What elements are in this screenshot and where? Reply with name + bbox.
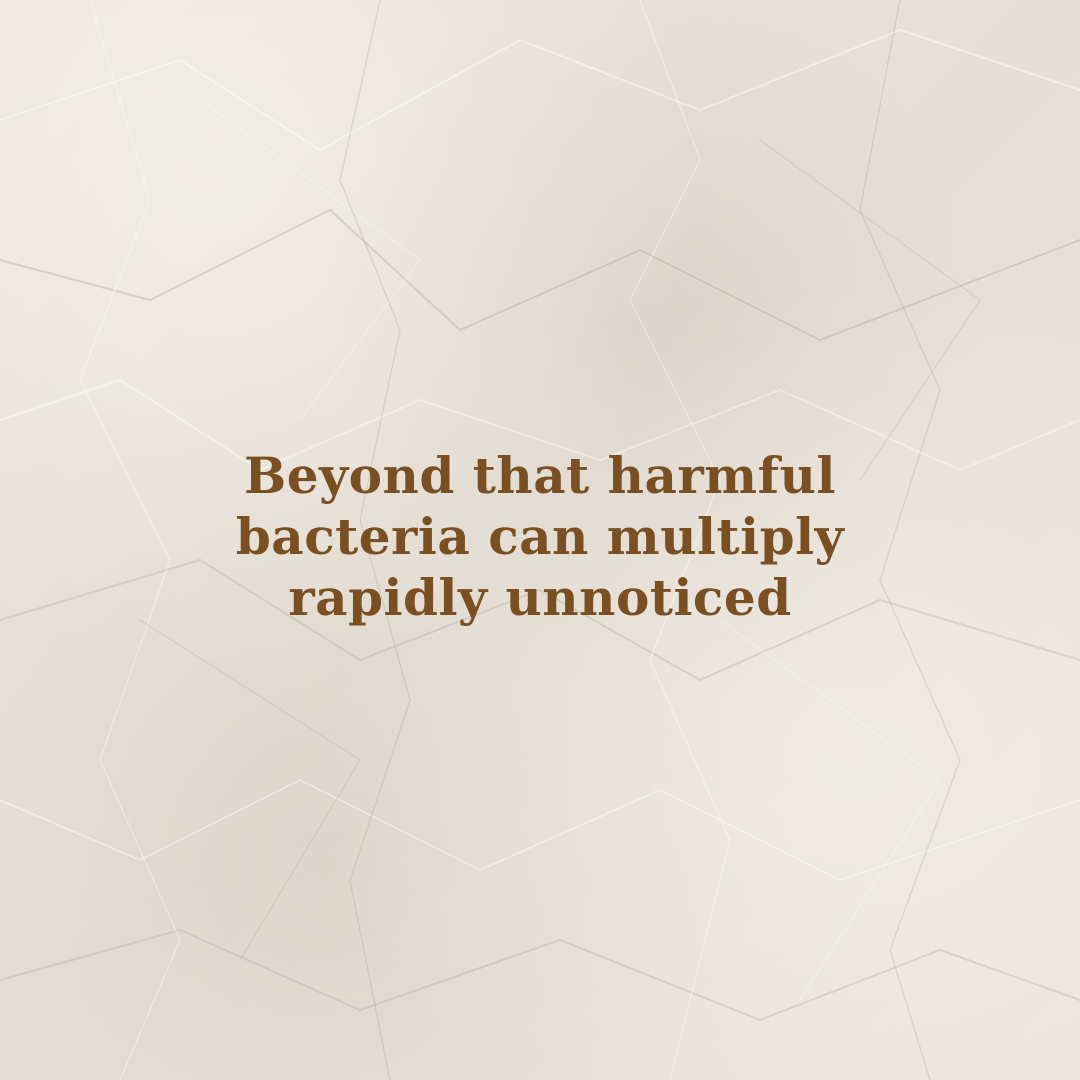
headline-line-2: bacteria can multiply: [235, 507, 845, 566]
headline-text: Beyond that harmful bacteria can multipl…: [0, 445, 1080, 628]
headline-line-1: Beyond that harmful: [244, 446, 836, 505]
headline-line-3: rapidly unnoticed: [288, 568, 792, 627]
